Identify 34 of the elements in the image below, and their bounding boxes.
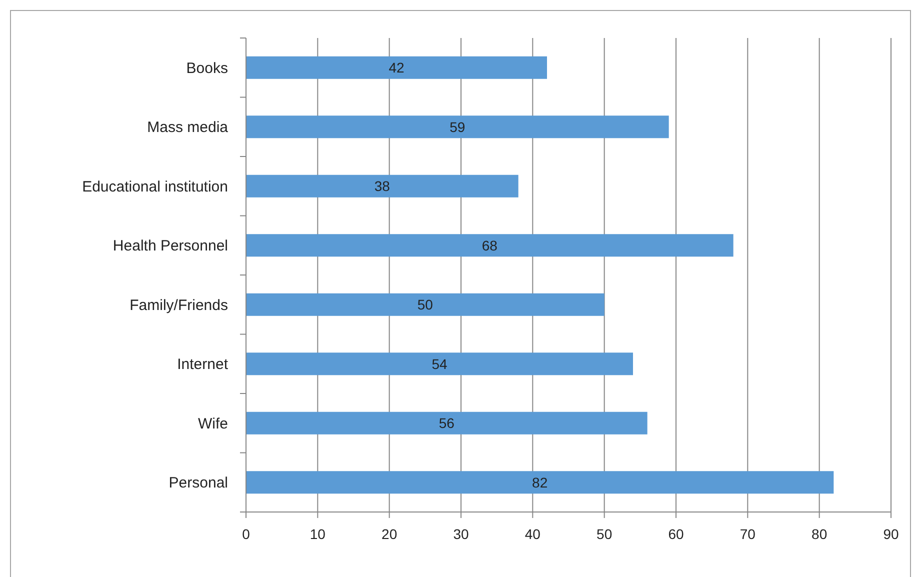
x-tick-label: 80 (812, 526, 828, 542)
bar (246, 471, 834, 494)
data-label: 42 (388, 60, 404, 76)
bar (246, 352, 633, 376)
x-tick-label: 90 (883, 526, 899, 542)
data-label: 54 (432, 356, 448, 372)
y-tick-label: Educational institution (82, 178, 228, 196)
x-tick-label: 20 (382, 526, 398, 542)
x-tick-label: 60 (668, 526, 684, 542)
x-tick-label: 30 (453, 526, 469, 542)
x-tick-label: 10 (310, 526, 326, 542)
bar (246, 56, 547, 79)
data-label: 38 (374, 178, 390, 194)
bar (246, 116, 669, 138)
x-tick-label: 40 (524, 526, 541, 542)
data-label: 56 (438, 415, 455, 432)
bar (246, 174, 518, 198)
bar (246, 412, 648, 434)
y-tick-label: Books (186, 60, 228, 77)
data-label: 59 (450, 118, 466, 135)
y-tick-label: Wife (198, 415, 228, 432)
y-tick-label: Internet (177, 356, 229, 374)
bar (246, 293, 604, 316)
y-tick-label: Family/Friends (130, 296, 228, 314)
bar (246, 234, 734, 257)
x-tick-label: 0 (242, 526, 250, 542)
x-tick-label: 70 (740, 526, 756, 542)
y-tick-label: Mass media (147, 119, 229, 136)
data-label: 50 (417, 296, 434, 313)
data-label: 68 (482, 237, 498, 254)
data-label: 82 (532, 474, 548, 490)
x-tick-label: 50 (596, 526, 612, 542)
y-tick-label: Personal (168, 474, 228, 492)
y-tick-label: Health Personnel (112, 238, 228, 255)
